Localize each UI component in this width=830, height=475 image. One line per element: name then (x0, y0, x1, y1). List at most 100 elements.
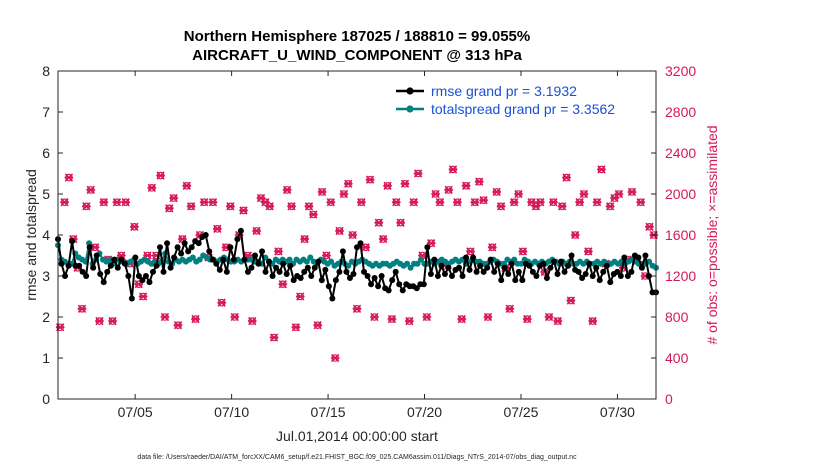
obs-assimilated-point (226, 202, 235, 211)
rmse-point (329, 295, 336, 302)
obs-assimilated-point (343, 179, 353, 188)
obs-assimilated-point (208, 198, 218, 207)
obs-assimilated-point (518, 247, 528, 256)
rmse-point (90, 264, 97, 271)
obs-assimilated-point (374, 218, 384, 227)
obs-assimilated-point (597, 165, 606, 174)
chart-title-line1: Northern Hemisphere 187025 / 188810 = 99… (184, 28, 530, 45)
obs-assimilated-point (60, 198, 69, 207)
rmse-point (79, 268, 86, 275)
y-left-tick-label: 4 (42, 227, 50, 243)
obs-assimilated-point (156, 171, 165, 180)
rmse-point (336, 268, 343, 275)
rmse-point (494, 260, 501, 267)
rmse-point (463, 254, 470, 261)
obs-assimilated-point (282, 185, 292, 195)
obs-assimilated-point (339, 189, 349, 199)
obs-assimilated-point (269, 333, 279, 342)
obs-assimilated-point (64, 173, 74, 182)
totalspread-point (106, 256, 113, 263)
rmse-point (213, 260, 220, 267)
rmse-point (339, 248, 346, 255)
y-left-tick-label: 3 (42, 268, 50, 284)
rmse-point (533, 273, 540, 279)
rmse-point (157, 244, 164, 251)
rmse-point (470, 254, 477, 261)
totalspread-point (307, 254, 314, 261)
obs-assimilated-point (322, 251, 331, 260)
rmse-point (111, 256, 118, 263)
obs-assimilated-point (409, 198, 419, 207)
obs-assimilated-point (191, 314, 200, 324)
rmse-point (519, 277, 526, 284)
obs-assimilated-point (575, 198, 584, 207)
rmse-point (589, 273, 596, 279)
rmse-point (269, 273, 276, 279)
rmse-point (283, 270, 290, 277)
plot-area (58, 71, 656, 399)
obs-assimilated-point (636, 198, 646, 207)
y-right-tick-label: 2000 (665, 186, 696, 202)
totalspread-point (407, 264, 414, 271)
rmse-point (357, 240, 364, 247)
obs-assimilated-point (479, 195, 488, 205)
rmse-point (287, 262, 294, 269)
obs-assimilated-point (448, 165, 458, 174)
rmse-point (638, 264, 645, 271)
rmse-point (104, 268, 111, 275)
rmse-point (280, 260, 287, 267)
rmse-point (114, 264, 121, 271)
obs-assimilated-point (474, 177, 484, 186)
y-axis-label-left: rmse and totalspread (23, 169, 39, 301)
rmse-point (227, 244, 234, 251)
obs-assimilated-point (378, 234, 388, 244)
obs-assimilated-point (230, 312, 240, 322)
rmse-point (350, 270, 357, 277)
rmse-point (251, 252, 258, 259)
obs-assimilated-point (470, 198, 480, 207)
obs-assimilated-point (387, 314, 397, 324)
rmse-point (501, 264, 508, 271)
totalspread-point (345, 262, 352, 269)
obs-assimilated-point (160, 312, 170, 322)
rmse-point (259, 248, 266, 255)
rmse-point (628, 268, 635, 275)
x-tick-label: 07/20 (407, 404, 442, 420)
rmse-point (431, 256, 438, 263)
obs-assimilated-point (422, 312, 432, 322)
obs-assimilated-point (505, 304, 515, 313)
rmse-point (132, 254, 139, 261)
rmse-point (118, 256, 125, 263)
obs-assimilated-point (182, 181, 192, 190)
totalspread-point (196, 256, 203, 263)
rmse-point (420, 281, 427, 288)
rmse-point (202, 232, 209, 238)
rmse-point (315, 258, 322, 265)
totalspread-point (286, 256, 293, 263)
rmse-point (325, 283, 332, 290)
rmse-point (448, 273, 455, 279)
rmse-point (273, 264, 280, 271)
rmse-point (427, 270, 434, 277)
rmse-point (308, 273, 315, 279)
y-left-tick-label: 6 (42, 145, 50, 161)
rmse-point (375, 283, 382, 290)
totalspread-point (303, 258, 310, 265)
obs-assimilated-point (522, 314, 532, 324)
chart-title-line2: AIRCRAFT_U_WIND_COMPONENT @ 313 hPa (192, 47, 522, 64)
obs-assimilated-point (95, 316, 104, 326)
y-right-tick-label: 2400 (665, 145, 696, 161)
rmse-point (586, 260, 593, 267)
rmse-point (178, 250, 185, 257)
obs-assimilated-point (278, 280, 288, 289)
rmse-point (297, 275, 304, 282)
rmse-point (459, 273, 466, 279)
obs-assimilated-point (295, 292, 305, 301)
obs-assimilated-point (627, 187, 637, 197)
rmse-point (125, 273, 132, 279)
rmse-point (624, 273, 631, 279)
obs-assimilated-point (549, 198, 558, 207)
rmse-point (255, 260, 262, 267)
rmse-point (83, 273, 90, 279)
